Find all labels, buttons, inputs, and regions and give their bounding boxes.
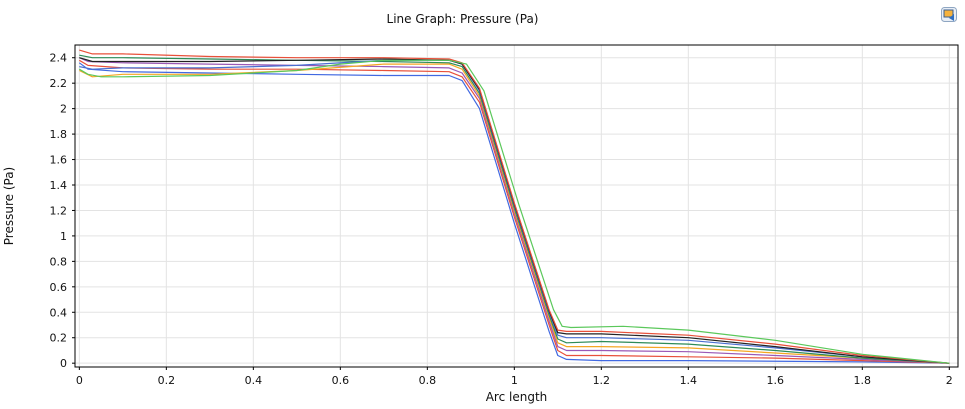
y-tick-label: 1.8 bbox=[50, 128, 68, 141]
x-tick-label: 1.2 bbox=[593, 374, 611, 387]
y-tick-label: 0.4 bbox=[50, 306, 68, 319]
y-tick-label: 2 bbox=[60, 103, 67, 116]
image-export-button[interactable] bbox=[940, 6, 958, 23]
series-line-8 bbox=[79, 49, 950, 364]
plot-frame bbox=[74, 44, 959, 368]
x-tick-label: 1.4 bbox=[680, 374, 698, 387]
x-tick-label: 1.8 bbox=[854, 374, 872, 387]
x-tick-label: 0.8 bbox=[419, 374, 437, 387]
chart-title: Line Graph: Pressure (Pa) bbox=[386, 12, 539, 26]
y-tick-label: 2.4 bbox=[50, 52, 68, 65]
y-tick-label: 1.2 bbox=[50, 204, 68, 217]
x-tick-label: 1 bbox=[511, 374, 518, 387]
y-tick-label: 1.6 bbox=[50, 154, 68, 167]
y-tick-label: 0 bbox=[60, 357, 67, 370]
y-tick-label: 0.8 bbox=[50, 255, 68, 268]
series-line-3 bbox=[79, 57, 950, 364]
x-tick-label: 0.6 bbox=[332, 374, 350, 387]
series-line-5 bbox=[79, 54, 950, 364]
y-tick-label: 2.2 bbox=[50, 77, 68, 90]
y-axis-label: Pressure (Pa) bbox=[2, 167, 16, 245]
y-tick-label: 0.6 bbox=[50, 281, 68, 294]
y-tick-label: 0.2 bbox=[50, 332, 68, 345]
x-tick-label: 2 bbox=[946, 374, 953, 387]
x-tick-label: 0 bbox=[76, 374, 83, 387]
x-axis-label: Arc length bbox=[486, 390, 548, 404]
series-line-4 bbox=[79, 63, 950, 364]
image-export-icon bbox=[941, 7, 957, 22]
series-line-1 bbox=[78, 62, 950, 364]
x-tick-label: 0.2 bbox=[158, 374, 176, 387]
y-tick-label: 1.4 bbox=[50, 179, 68, 192]
series-line-9 bbox=[78, 59, 950, 364]
series-line-2 bbox=[78, 59, 950, 364]
y-tick-label: 1 bbox=[60, 230, 67, 243]
x-tick-label: 0.4 bbox=[245, 374, 263, 387]
x-tick-label: 1.6 bbox=[767, 374, 785, 387]
